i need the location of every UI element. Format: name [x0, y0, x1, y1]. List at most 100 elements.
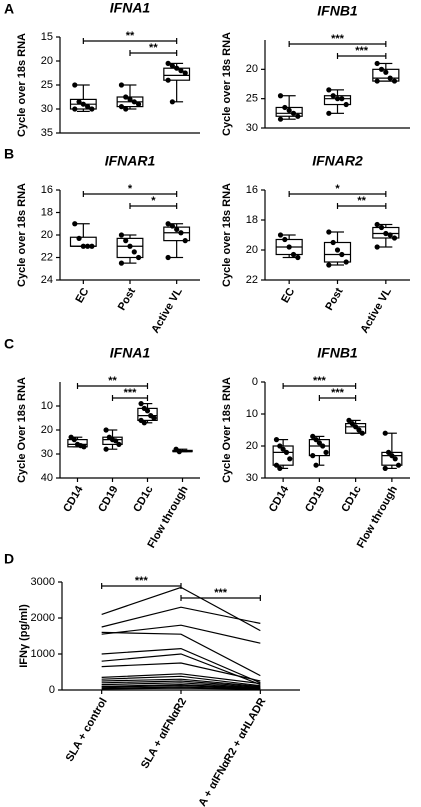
- data-point: [174, 226, 180, 232]
- y-tick-label: 22: [41, 251, 53, 263]
- y-axis-label: Cycle Over 18s RNA: [16, 377, 28, 483]
- data-point: [316, 440, 322, 446]
- y-tick-label: 18: [246, 214, 258, 226]
- data-point: [334, 247, 341, 253]
- data-point: [378, 224, 385, 231]
- y-tick-label: 2000: [31, 612, 55, 624]
- x-tick-label: SLA + control: [64, 696, 110, 764]
- x-tick-label: CD14: [61, 483, 86, 514]
- data-point: [374, 60, 380, 67]
- data-point: [313, 437, 319, 443]
- data-point: [349, 421, 355, 427]
- sig-label: **: [126, 30, 135, 42]
- x-tick-label: Post: [116, 286, 138, 313]
- series-line: [101, 606, 261, 628]
- data-point: [383, 69, 389, 75]
- data-point: [356, 427, 362, 433]
- data-point: [135, 254, 142, 261]
- sig-label: **: [108, 375, 117, 387]
- x-tick-label: EC: [73, 286, 91, 305]
- data-point: [103, 427, 109, 433]
- data-point: [382, 430, 388, 436]
- data-point: [81, 444, 87, 450]
- y-tick-label: 30: [41, 448, 53, 460]
- sig-label: ***: [355, 45, 369, 57]
- data-point: [72, 106, 78, 112]
- y-axis-label: Cycle over 18s RNA: [221, 32, 233, 136]
- data-point: [382, 465, 388, 471]
- data-point: [165, 254, 171, 261]
- data-point: [151, 415, 157, 421]
- data-point: [313, 462, 319, 468]
- data-point: [76, 99, 82, 105]
- data-point: [334, 96, 341, 102]
- sig-label: ***: [313, 375, 327, 387]
- y-tick-label: 10: [246, 408, 258, 420]
- data-point: [127, 96, 133, 102]
- y-tick-label: 10: [41, 400, 53, 412]
- data-point: [72, 221, 78, 227]
- data-point: [85, 104, 91, 110]
- series-line: [101, 647, 261, 684]
- y-tick-label: 30: [246, 472, 258, 484]
- data-point: [182, 70, 188, 76]
- sig-label: **: [357, 195, 366, 207]
- data-point: [182, 238, 188, 244]
- chart-title: IFNB1: [317, 3, 358, 19]
- data-point: [343, 101, 349, 108]
- data-point: [118, 104, 125, 110]
- data-point: [330, 93, 336, 99]
- data-point: [135, 101, 142, 107]
- sig-label: ***: [124, 387, 138, 399]
- sig-label: *: [151, 195, 156, 207]
- data-point: [353, 424, 359, 430]
- y-tick-label: 25: [246, 93, 258, 105]
- data-point: [123, 94, 129, 100]
- x-tick-label: CD1c: [131, 484, 155, 514]
- box: [372, 68, 400, 82]
- y-tick-label: 20: [41, 424, 53, 436]
- y-axis-label: Cycle over 18s RNA: [16, 33, 28, 137]
- y-tick-label: 20: [41, 229, 53, 241]
- data-point: [280, 446, 286, 452]
- y-tick-label: 30: [246, 122, 258, 134]
- data-point: [165, 60, 171, 66]
- x-tick-label: SLA + αIFNαR2: [139, 696, 189, 771]
- series-line: [101, 624, 261, 644]
- y-axis-label: Cycle over 18s RNA: [16, 183, 28, 287]
- data-point: [326, 262, 332, 268]
- data-point: [71, 437, 77, 443]
- sig-label: *: [128, 183, 133, 195]
- data-point: [395, 462, 402, 468]
- data-point: [176, 449, 182, 455]
- panel-label: A: [4, 1, 14, 17]
- data-point: [295, 254, 301, 261]
- data-point: [374, 244, 380, 250]
- data-point: [89, 243, 95, 249]
- data-point: [282, 104, 288, 111]
- data-point: [339, 96, 345, 102]
- sig-label: ***: [331, 387, 345, 399]
- series-line: [101, 685, 261, 690]
- data-point: [123, 238, 129, 244]
- data-point: [103, 446, 109, 452]
- data-point: [174, 65, 180, 71]
- data-point: [80, 243, 86, 249]
- x-tick-label: Active VL: [149, 286, 185, 336]
- data-point: [346, 417, 352, 423]
- y-tick-label: 20: [246, 63, 258, 75]
- sig-label: ***: [135, 575, 149, 587]
- data-point: [273, 437, 280, 443]
- chart-title: IFNA1: [110, 0, 151, 16]
- data-point: [330, 239, 336, 246]
- data-point: [72, 82, 78, 88]
- data-point: [118, 82, 125, 88]
- sig-label: ***: [214, 587, 228, 599]
- data-point: [178, 230, 184, 236]
- y-axis-label: IFNγ (pg/ml): [18, 604, 30, 668]
- data-point: [169, 63, 175, 69]
- data-point: [131, 99, 137, 105]
- data-point: [343, 259, 349, 265]
- x-tick-label: Active VL: [358, 286, 394, 336]
